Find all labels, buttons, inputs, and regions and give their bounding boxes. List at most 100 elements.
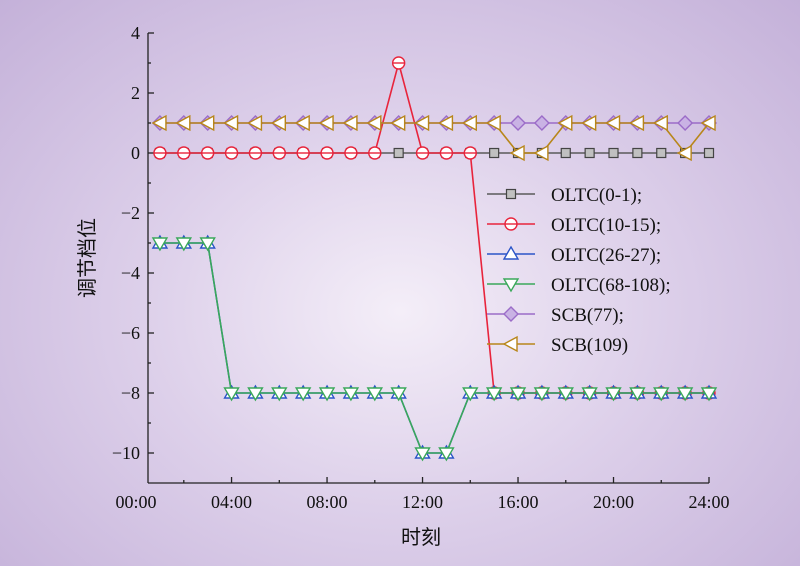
data-point bbox=[438, 447, 455, 462]
series-3 bbox=[151, 237, 718, 462]
data-point bbox=[676, 387, 694, 402]
data-point bbox=[366, 114, 382, 132]
legend-label: SCB(109) bbox=[551, 335, 628, 356]
data-point bbox=[437, 114, 454, 132]
data-point bbox=[270, 114, 286, 132]
data-point bbox=[247, 387, 264, 402]
y-tick-label: 2 bbox=[131, 83, 140, 103]
legend-item: OLTC(0-1); bbox=[487, 185, 642, 206]
legend-item: SCB(77); bbox=[487, 305, 624, 326]
data-point bbox=[510, 115, 527, 131]
data-point bbox=[461, 114, 477, 132]
y-tick-label: 4 bbox=[131, 23, 140, 43]
axes: 4 2 0 −2 −4 −6 −8 −10 00:00 04:00 08:00 12:00 16:00 2… bbox=[112, 23, 730, 512]
plot-area bbox=[151, 56, 718, 462]
data-point bbox=[533, 387, 551, 402]
data-point bbox=[223, 387, 240, 402]
data-point bbox=[294, 114, 310, 132]
x-tick-label: 20:00 bbox=[593, 492, 634, 512]
x-tick-label: 16:00 bbox=[498, 492, 539, 512]
data-point bbox=[391, 56, 406, 70]
legend: OLTC(0-1); OLTC(10-15); OLTC(26-27); OLTC(6… bbox=[487, 185, 671, 356]
data-point bbox=[700, 387, 718, 402]
legend-marker bbox=[502, 335, 518, 353]
data-point bbox=[153, 146, 167, 160]
data-point bbox=[415, 146, 430, 160]
legend-label: SCB(77); bbox=[551, 305, 624, 326]
y-tick-label: −2 bbox=[121, 203, 140, 223]
x-tick-label: 04:00 bbox=[211, 492, 252, 512]
data-point bbox=[414, 447, 431, 462]
legend-label: OLTC(10-15); bbox=[551, 215, 661, 236]
data-point bbox=[200, 146, 215, 160]
data-point bbox=[581, 387, 598, 402]
data-point bbox=[581, 114, 597, 132]
data-point bbox=[175, 237, 193, 252]
data-point bbox=[560, 147, 571, 159]
data-point bbox=[368, 146, 382, 160]
series-2 bbox=[151, 234, 718, 459]
x-tick-label: 12:00 bbox=[402, 492, 443, 512]
x-tick-label: 00:00 bbox=[116, 492, 157, 512]
legend-marker bbox=[503, 306, 519, 322]
legend-marker bbox=[502, 245, 520, 260]
data-point bbox=[318, 114, 334, 132]
data-point bbox=[629, 387, 646, 402]
data-point bbox=[294, 387, 312, 402]
data-point bbox=[485, 114, 501, 132]
y-tick-label: −10 bbox=[112, 443, 140, 463]
data-point bbox=[653, 387, 670, 402]
data-point bbox=[342, 114, 358, 132]
y-axis-title: 调节档位 bbox=[75, 218, 99, 298]
data-point bbox=[151, 237, 169, 252]
data-point bbox=[509, 144, 525, 162]
data-point bbox=[246, 114, 263, 132]
data-point bbox=[439, 146, 454, 160]
data-point bbox=[462, 387, 479, 402]
legend-marker bbox=[504, 217, 518, 231]
data-point bbox=[632, 147, 643, 159]
data-point bbox=[533, 115, 550, 131]
data-point bbox=[676, 144, 692, 162]
data-point bbox=[344, 146, 358, 160]
data-point bbox=[223, 114, 239, 132]
data-point bbox=[272, 146, 286, 160]
data-point bbox=[608, 147, 619, 159]
x-tick-label: 24:00 bbox=[688, 492, 729, 512]
data-point bbox=[248, 146, 263, 160]
y-tick-label: −6 bbox=[121, 323, 140, 343]
y-tick-label: −4 bbox=[121, 263, 140, 283]
data-point bbox=[700, 114, 716, 132]
data-point bbox=[656, 147, 667, 159]
legend-item: SCB(109) bbox=[487, 335, 628, 356]
data-point bbox=[509, 387, 527, 402]
legend-marker bbox=[502, 278, 520, 293]
data-point bbox=[463, 146, 477, 160]
data-point bbox=[390, 387, 407, 402]
data-point bbox=[320, 146, 334, 160]
legend-label: OLTC(26-27); bbox=[551, 245, 661, 266]
data-point bbox=[151, 114, 167, 132]
data-point bbox=[199, 237, 216, 252]
data-point bbox=[177, 146, 191, 160]
data-point bbox=[652, 114, 668, 132]
data-point bbox=[557, 387, 574, 402]
data-point bbox=[393, 147, 404, 159]
data-point bbox=[677, 115, 694, 131]
series-line bbox=[159, 122, 710, 155]
data-point bbox=[175, 114, 191, 132]
x-tick-label: 08:00 bbox=[307, 492, 348, 512]
legend-item: OLTC(26-27); bbox=[487, 245, 661, 266]
data-point bbox=[533, 144, 549, 162]
data-point bbox=[485, 387, 503, 402]
data-point bbox=[584, 147, 595, 159]
data-point bbox=[605, 387, 622, 402]
legend-label: OLTC(0-1); bbox=[551, 185, 642, 206]
data-point bbox=[605, 114, 621, 132]
y-tick-label: 0 bbox=[131, 143, 140, 163]
data-point bbox=[271, 387, 288, 402]
legend-marker bbox=[505, 188, 517, 200]
legend-item: OLTC(68-108); bbox=[487, 275, 671, 296]
data-point bbox=[628, 114, 645, 132]
